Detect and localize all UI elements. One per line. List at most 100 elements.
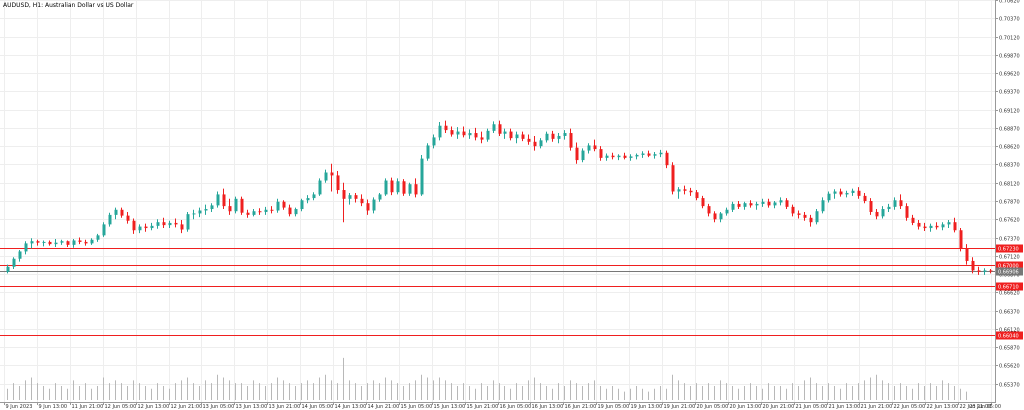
x-tick-label: 12 Jun 13:00	[138, 404, 170, 410]
candle-body	[587, 145, 591, 151]
x-tick-label: 20 Jun 05:00	[697, 404, 729, 410]
x-tick-label: 20 Jun 13:00	[730, 404, 762, 410]
candle-body	[977, 270, 981, 272]
x-tick-label: 21 Jun 05:00	[796, 404, 828, 410]
price-tags: 0.67230 0.67000 0.66710 0.66040 0.66906	[996, 244, 1023, 340]
level-tag-box	[996, 261, 1023, 270]
level-tag-label: 0.67000	[998, 264, 1019, 270]
candle-body	[671, 165, 675, 192]
candle-body	[503, 131, 507, 134]
candle-body	[635, 154, 639, 157]
candle-body	[983, 270, 987, 272]
candle-body	[689, 190, 693, 193]
candle-body	[468, 133, 472, 136]
candle-body	[498, 124, 502, 134]
current-price-tag-box	[996, 267, 1023, 276]
candle-body	[12, 258, 16, 267]
x-tick-label: 9 Jun 13:00	[39, 404, 68, 410]
candle-body	[557, 135, 561, 139]
y-tick-label: 0.66120	[999, 328, 1020, 334]
y-tick-label: 0.68120	[999, 182, 1020, 188]
candle-body	[480, 137, 484, 140]
candle-body	[162, 222, 166, 226]
candle-body	[779, 200, 783, 203]
candle-body	[773, 202, 777, 206]
candle-body	[569, 133, 573, 148]
candle-body	[114, 209, 118, 215]
candle-body	[941, 224, 945, 228]
candle-body	[701, 198, 705, 207]
candle-body	[102, 224, 106, 236]
y-tick-label: 0.65370	[999, 383, 1020, 389]
candle-body	[216, 194, 220, 206]
candle-body	[348, 195, 352, 199]
candle-body	[551, 133, 555, 139]
x-tick-label: 13 Jun 05:00	[203, 404, 235, 410]
candle-body	[360, 198, 364, 204]
candle-body	[228, 206, 232, 212]
candle-body	[707, 206, 711, 214]
y-tick-label: 0.70370	[999, 17, 1020, 23]
candle-body	[527, 138, 531, 142]
candle-body	[959, 230, 963, 249]
y-tick-label: 0.68620	[999, 145, 1020, 151]
candle-body	[653, 154, 657, 156]
y-tick-label: 0.66620	[999, 291, 1020, 297]
x-tick-label: 22 Jun 05:00	[894, 404, 926, 410]
candle-body	[222, 194, 226, 207]
x-tick-label: 14 Jun 05:00	[302, 404, 334, 410]
candle-body	[456, 131, 460, 135]
candle-body	[623, 155, 627, 158]
candle-body	[809, 217, 813, 223]
x-tick-label: 15 Jun 21:00	[467, 404, 499, 410]
candle-body	[719, 213, 723, 220]
candle-body	[737, 203, 741, 207]
candle-body	[18, 251, 22, 259]
candle-body	[390, 180, 394, 193]
level-tag: 0.67230	[996, 244, 1023, 253]
candle-body	[180, 224, 184, 230]
level-tag: 0.66710	[996, 282, 1023, 291]
x-tick-label: 16 Jun 21:00	[565, 404, 597, 410]
candle-body	[168, 222, 172, 226]
candle-body	[863, 195, 867, 201]
candle-body	[186, 214, 190, 230]
y-tick-label: 0.69120	[999, 109, 1020, 115]
candle-body	[845, 192, 849, 195]
candle-body	[450, 130, 454, 135]
candlesticks	[6, 120, 993, 275]
candle-body	[342, 190, 346, 199]
candle-body	[647, 153, 651, 156]
candle-body	[294, 209, 298, 215]
y-tick-label: 0.70120	[999, 36, 1020, 42]
x-tick-label: 19 Jun 05:00	[598, 404, 630, 410]
candle-body	[396, 181, 400, 193]
x-tick-label: 20 Jun 21:00	[763, 404, 795, 410]
candle-body	[444, 125, 448, 131]
candle-body	[354, 195, 358, 199]
candle-body	[575, 147, 579, 161]
candle-body	[84, 241, 88, 244]
level-tag: 0.67000	[996, 261, 1023, 270]
candle-body	[755, 203, 759, 206]
candle-body	[605, 155, 609, 158]
candle-body	[869, 201, 873, 212]
candle-body	[509, 131, 513, 139]
y-tick-label: 0.69620	[999, 72, 1020, 78]
x-tick-label: 13 Jun 21:00	[269, 404, 301, 410]
y-tick-label: 0.65870	[999, 346, 1020, 352]
candle-body	[78, 240, 82, 242]
candle-body	[336, 175, 340, 191]
candle-body	[875, 211, 879, 217]
candle-body	[887, 206, 891, 210]
candle-body	[324, 172, 328, 181]
candle-body	[515, 134, 519, 139]
x-tick-label: 22 Jun 13:00	[927, 404, 959, 410]
current-price-tag: 0.66906	[996, 267, 1023, 276]
volume-bars	[7, 357, 967, 400]
candle-body	[210, 205, 214, 210]
candle-body	[474, 133, 478, 138]
x-tick-label: 19 Jun 21:00	[664, 404, 696, 410]
candle-body	[599, 149, 603, 158]
candle-body	[761, 201, 765, 204]
